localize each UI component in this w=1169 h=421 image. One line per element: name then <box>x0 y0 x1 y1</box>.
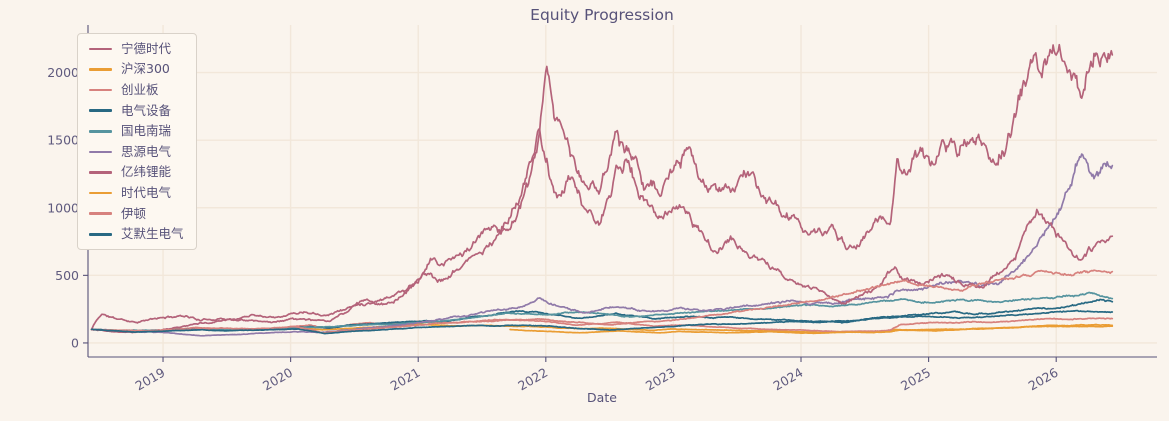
y-tick-label: 1000 <box>47 200 79 215</box>
legend-item-eaton: 伊顿 <box>89 206 184 222</box>
legend-item-eve: 亿纬锂能 <box>89 165 184 181</box>
y-tick-label: 1500 <box>47 133 79 148</box>
x-tick-label: 2019 <box>132 365 167 394</box>
grid-lines <box>88 25 1157 357</box>
x-tick-label: 2022 <box>515 365 550 394</box>
legend-label-ningde: 宁德时代 <box>121 40 172 56</box>
legend-item-elec-equip: 电气设备 <box>89 103 184 119</box>
legend-swatch-emerson <box>89 233 112 236</box>
legend-item-guodian: 国电南瑞 <box>89 123 184 139</box>
legend-item-emerson: 艾默生电气 <box>89 226 184 242</box>
legend-item-hs300: 沪深300 <box>89 62 184 78</box>
series-line-shidai <box>509 323 1114 335</box>
legend-label-hs300: 沪深300 <box>121 61 170 77</box>
x-tick-label: 2025 <box>898 365 933 394</box>
x-axis-label: Date <box>587 390 617 405</box>
series-line-eve <box>90 128 1114 334</box>
x-tick-label: 2026 <box>1026 365 1061 394</box>
legend-swatch-guodian <box>89 130 112 133</box>
legend-label-elec-equip: 电气设备 <box>121 102 172 118</box>
legend: 宁德时代沪深300 创业板电气设备国电南瑞思源电气亿纬锂能时代电气伊顿艾默生电气 <box>77 33 197 251</box>
axes-spines <box>83 25 1157 362</box>
series-line-elec-equip <box>90 298 1114 332</box>
legend-swatch-chinext <box>89 88 112 92</box>
legend-label-emerson: 艾默生电气 <box>121 226 184 242</box>
series-line-emerson <box>90 309 1114 335</box>
x-tick-label: 2024 <box>770 365 805 394</box>
series-line-siyuan <box>90 153 1114 337</box>
legend-swatch-eve <box>89 171 112 174</box>
legend-label-eaton: 伊顿 <box>121 205 147 221</box>
series-line-eaton <box>90 269 1114 334</box>
x-tick-label: 2020 <box>260 365 295 394</box>
y-tick-label: 500 <box>55 268 79 283</box>
chart-title: Equity Progression <box>530 6 674 24</box>
legend-item-siyuan: 思源电气 <box>89 144 184 160</box>
y-tick-label: 0 <box>71 335 79 350</box>
legend-item-shidai: 时代电气 <box>89 185 184 201</box>
legend-item-ningde: 宁德时代 <box>89 41 184 57</box>
x-tick-label: 2021 <box>388 365 423 394</box>
series-line-ningde <box>90 43 1114 331</box>
legend-swatch-eaton <box>89 212 112 216</box>
legend-swatch-hs300 <box>89 68 112 71</box>
legend-label-shidai: 时代电气 <box>121 184 172 200</box>
series-lines <box>90 43 1114 337</box>
legend-label-siyuan: 思源电气 <box>121 143 172 159</box>
legend-swatch-shidai <box>89 191 112 195</box>
legend-swatch-siyuan <box>89 150 112 154</box>
legend-item-chinext: 创业板 <box>89 82 184 98</box>
y-tick-label: 2000 <box>47 65 79 80</box>
legend-label-eve: 亿纬锂能 <box>121 164 172 180</box>
legend-label-chinext: 创业板 <box>121 81 159 97</box>
x-tick-label: 2023 <box>643 365 678 394</box>
legend-label-guodian: 国电南瑞 <box>121 123 172 139</box>
legend-swatch-elec-equip <box>89 109 112 113</box>
legend-swatch-ningde <box>89 47 112 51</box>
